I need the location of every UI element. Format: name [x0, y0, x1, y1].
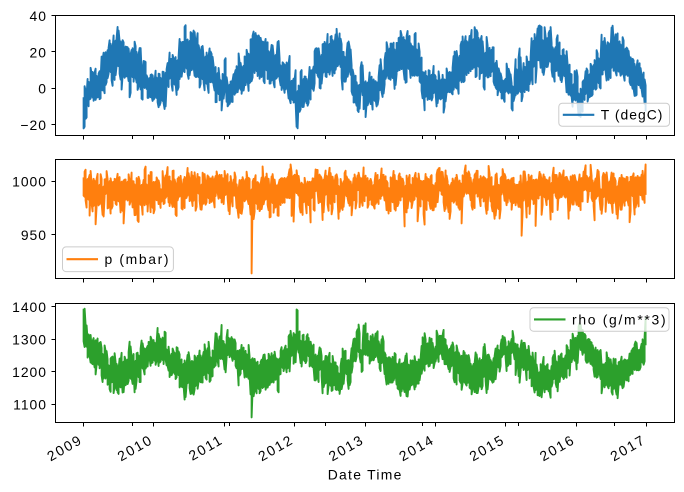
svg-text:1100: 1100 [13, 397, 47, 413]
svg-text:0: 0 [38, 81, 47, 97]
svg-text:p (mbar): p (mbar) [105, 251, 171, 267]
svg-text:T (degC): T (degC) [601, 107, 664, 123]
svg-text:40: 40 [30, 8, 47, 24]
svg-text:−20: −20 [20, 117, 47, 133]
svg-text:20: 20 [30, 44, 47, 60]
svg-text:1200: 1200 [12, 364, 47, 380]
svg-text:1300: 1300 [12, 331, 47, 347]
svg-text:rho (g/m**3): rho (g/m**3) [572, 311, 667, 327]
svg-text:950: 950 [21, 227, 47, 243]
svg-text:1400: 1400 [12, 299, 47, 315]
svg-text:Date Time: Date Time [328, 467, 403, 483]
svg-text:1000: 1000 [12, 173, 47, 189]
